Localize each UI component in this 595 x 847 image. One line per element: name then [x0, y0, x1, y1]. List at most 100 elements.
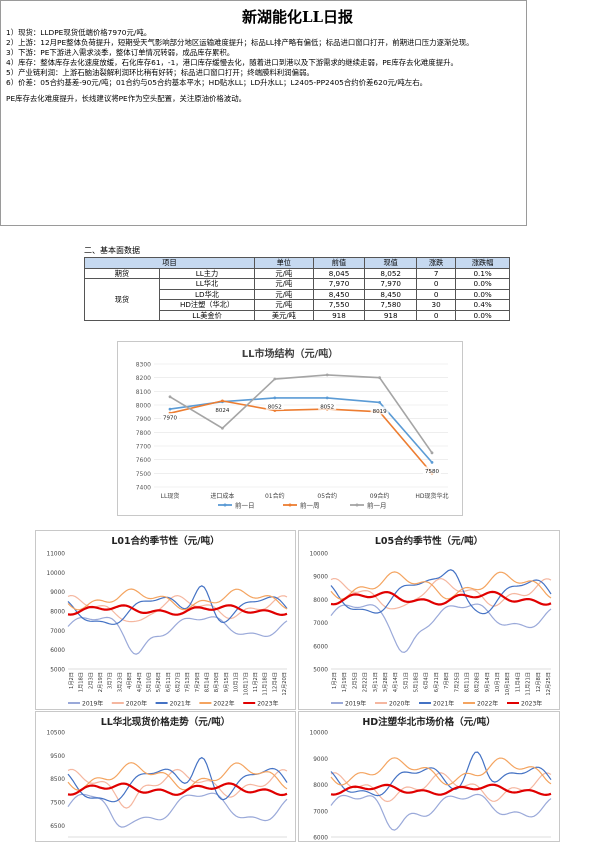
y-tick-label: 7500	[50, 801, 65, 807]
report-line: 2）上游：12月PE整体负荷提升，短期受天气影响部分地区运输难度提升；标品LL排…	[6, 38, 474, 47]
x-tick-label: 12月20日	[281, 672, 288, 696]
l05-seasonal-svg: L05合约季节性（元/吨） 5000 6000 7000 8000 9000 10000 1月…	[310, 535, 552, 708]
series-line	[330, 569, 552, 615]
y-tick-label: 5000	[50, 668, 65, 674]
table-cell: 0	[416, 309, 457, 321]
table-cell: 元/吨	[254, 267, 314, 279]
table-cell: 7	[416, 267, 457, 279]
series-line	[330, 571, 552, 600]
legend-label: 2022年	[213, 700, 234, 708]
x-tick-label: 7月13日	[184, 672, 191, 692]
table-cell: 8,045	[312, 267, 366, 279]
y-tick-label: 9000	[313, 575, 328, 581]
series-line	[330, 793, 552, 831]
y-tick-label: 6500	[50, 824, 65, 830]
x-tick-label: 4月24日	[136, 672, 143, 692]
y-tick-label: 8000	[313, 598, 328, 604]
legend-label: 2021年	[433, 700, 454, 708]
x-tick-label: 11月4日	[514, 672, 521, 692]
legend-label: 2021年	[170, 700, 191, 708]
legend-label: 前一周	[300, 501, 320, 510]
x-tick-label: 5月1日	[402, 672, 409, 689]
x-tick-label: 11月2日	[252, 672, 259, 692]
data-point	[378, 401, 381, 404]
x-tick-label: 5月10日	[145, 672, 152, 692]
series-line	[330, 772, 552, 803]
y-tick-label: 6000	[313, 836, 328, 842]
y-tick-label: 6000	[313, 644, 328, 650]
table-cell: 0.4%	[455, 299, 510, 311]
table-group-cell: 期货	[84, 267, 160, 279]
table-cell: 0.1%	[455, 267, 510, 279]
table-row: 现货 LL华北 元/吨 7,970 7,970 0 0.0%	[84, 278, 510, 321]
x-tick-label: 3月11日	[372, 672, 379, 692]
report-line: 5）产业链利润：上游石脑油裂解利润环比稍有好转；标品进口窗口打开；终端膜料利润偏…	[6, 68, 314, 77]
x-tick-label: 进口成本	[210, 492, 234, 500]
series-line	[67, 588, 288, 611]
data-label-bg	[318, 401, 337, 410]
table-cell: 8,450	[312, 288, 366, 300]
y-tick-label: 7500	[136, 471, 151, 478]
y-tick-label: 10000	[47, 571, 66, 577]
x-tick-label: 2月5日	[351, 672, 358, 689]
x-tick-label: 4月14日	[392, 672, 399, 692]
x-tick-label: 05合约	[317, 492, 337, 500]
x-tick-label: 6月27日	[175, 672, 182, 692]
table-cell: 0.0%	[455, 288, 510, 300]
report-line: 4）库存：整体库存去化速度放缓，石化库存61，-1，港口库存缓慢去化，随着进口到…	[6, 58, 458, 67]
data-label: 7970	[163, 416, 177, 422]
series-line	[67, 594, 288, 623]
table-row: LL美金价 美元/吨 918 918 0 0.0%	[85, 309, 510, 321]
table-cell: 7,970	[312, 278, 366, 290]
data-label-bg	[370, 406, 389, 415]
series-line	[169, 374, 433, 454]
series-line	[330, 751, 552, 797]
series-line	[67, 585, 288, 625]
x-tick-label: 8月30日	[213, 672, 220, 692]
x-tick-label: 2月22日	[362, 672, 369, 692]
series-line	[169, 400, 433, 474]
series-line	[67, 768, 288, 809]
table-cell: 918	[364, 309, 418, 321]
section-title: 二、基本面数据	[84, 246, 140, 255]
data-label-bg	[423, 466, 441, 475]
x-tick-label: 1月19日	[341, 672, 348, 692]
data-label-bg	[265, 401, 284, 410]
table-header: 涨跌	[416, 257, 457, 269]
x-tick-label: 6月21日	[433, 672, 440, 692]
x-tick-label: 8月28日	[474, 672, 481, 692]
legend-label: 2019年	[345, 700, 366, 708]
x-tick-label: 5月18日	[413, 672, 420, 692]
report-body: 1）现货：LLDPE现货低端价格7970元/吨。 2）上游：12月PE整体负荷提…	[6, 28, 519, 104]
table-cell: 7,970	[364, 278, 418, 290]
x-tick-label: 3月28日	[382, 672, 389, 692]
legend-label: 2023年	[257, 700, 278, 708]
table-group-cell: 现货	[84, 278, 160, 321]
data-point	[168, 395, 172, 399]
y-tick-label: 6000	[50, 648, 65, 654]
report-line: 1）现货：LLDPE现货低端价格7970元/吨。	[6, 28, 152, 37]
data-label: 7580	[425, 469, 439, 475]
data-point	[325, 396, 329, 400]
legend-label: 2020年	[389, 700, 410, 708]
l01-seasonal-chart: L01合约季节性（元/吨） 5000 6000 7000 8000 9000 10000 11…	[35, 530, 296, 710]
y-tick-label: 9000	[50, 590, 65, 596]
l01-seasonal-svg: L01合约季节性（元/吨） 5000 6000 7000 8000 9000 10000 11…	[47, 535, 288, 708]
x-tick-label: 11月21日	[525, 672, 532, 696]
series-line	[330, 590, 552, 606]
table-cell: 8,450	[364, 288, 418, 300]
legend-label: 2020年	[126, 700, 147, 708]
table-cell: 元/吨	[254, 299, 314, 311]
table-cell: 元/吨	[254, 288, 314, 300]
y-tick-label: 7000	[313, 621, 328, 627]
x-tick-label: LL现货	[161, 492, 180, 500]
table-header-row: 项目 单位 前值 现值 涨跌 涨跌幅	[84, 257, 510, 269]
table-cell: 0.0%	[455, 278, 510, 290]
y-tick-label: 8200	[136, 375, 151, 382]
data-point	[430, 451, 434, 455]
x-tick-label: 2月19日	[97, 672, 104, 692]
y-tick-label: 7800	[136, 430, 151, 437]
y-tick-label: 7900	[136, 416, 151, 423]
legend-label: 2023年	[521, 700, 542, 708]
series-line	[330, 603, 552, 654]
